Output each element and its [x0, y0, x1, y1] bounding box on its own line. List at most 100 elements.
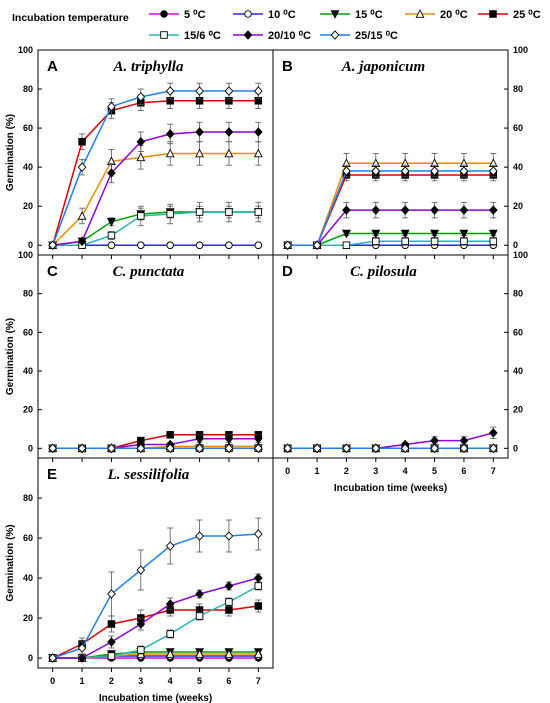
- panel-a-ytick-label: 60: [23, 123, 33, 133]
- legend-entry-20-10-c: 20/10 ⁰C: [233, 30, 311, 42]
- legend-label-20-c: 20 ⁰C: [440, 9, 468, 21]
- panel-a-point-10-c: [166, 241, 174, 249]
- panel-a-point-25-15-c: [136, 92, 146, 102]
- legend-marker-20-10-c: [243, 30, 253, 40]
- panel-a-title: A. triphylla: [112, 59, 184, 75]
- panel-c-point-25-15-c: [77, 443, 87, 454]
- panel-e-frame: [37, 457, 274, 669]
- panel-a-point-15-6-c: [195, 208, 204, 216]
- panel-d-ytick-label: 80: [513, 289, 523, 299]
- panel-a-ytick-label: 0: [28, 240, 33, 250]
- panel-a-letter: A: [47, 58, 58, 75]
- panel-e-point-25-15-c: [77, 643, 87, 653]
- panel-c-ytick-label: 60: [23, 327, 33, 337]
- panel-a-ylabel: Germination (%): [5, 114, 16, 191]
- legend: Incubation temperature 5 ⁰C 10 ⁰C 15 ⁰C 20 …: [12, 9, 541, 42]
- panel-e-point-15-6-c: [137, 646, 145, 654]
- panel-b-point-15-c: [400, 229, 410, 239]
- panel-a-point-25-c: [78, 138, 86, 146]
- panel-b-point-25-15-c: [342, 166, 351, 176]
- panel-b-point-15-6-c: [372, 237, 380, 246]
- panel-c-point-20-10-c: [224, 433, 234, 444]
- panel-b-point-20-10-c: [371, 205, 381, 215]
- panel-b-ytick-label: 0: [513, 240, 518, 250]
- panel-b-line-15-c: [287, 232, 494, 246]
- panel-b-point-20-10-c: [489, 205, 498, 215]
- panel-a-point-15-6-c: [137, 212, 145, 220]
- panel-c-title: C. punctata: [113, 264, 185, 280]
- panel-b-point-15-6-c: [460, 237, 468, 246]
- panel-d-point-25-15-c: [283, 443, 292, 454]
- panel-c-point-25-15-c: [254, 443, 263, 454]
- panel-b-point-25-15-c: [312, 240, 322, 251]
- panel-c-point-25-15-c: [195, 443, 204, 454]
- legend-marker-25-c: [489, 10, 497, 18]
- panel-e-letter: E: [47, 466, 57, 483]
- panel-d-ytick-label: 100: [513, 250, 528, 260]
- panel-c-point-25-15-c: [48, 443, 57, 454]
- panel-b-point-15-6-c: [342, 241, 351, 249]
- panel-e-point-25-15-c: [48, 653, 57, 663]
- panel-e-point-25-15-c: [136, 565, 146, 575]
- panel-a-point-20-c: [224, 148, 234, 158]
- panel-e-point-20-10-c: [165, 599, 175, 609]
- panel-a-ytick-label: 80: [23, 84, 33, 94]
- panel-b-line-20-10-c: [287, 209, 494, 246]
- panel-a-point-20-c: [253, 148, 263, 158]
- panel-e: 0 20 40 60 80 0 1 2 3 4 5 6 7 Germination (%) Incubati…: [5, 457, 274, 703]
- panel-a-point-15-6-c: [225, 208, 233, 216]
- panel-a-point-20-10-c: [254, 127, 263, 137]
- panel-c-point-25-15-c: [136, 443, 146, 454]
- panel-e-point-20-c: [253, 649, 263, 658]
- legend-title: Incubation temperature: [12, 12, 129, 24]
- panel-b-point-15-6-c: [401, 237, 409, 246]
- panel-d-xtick-label: 3: [373, 466, 378, 476]
- panel-c: 0 20 40 60 80 100 Germination (%) C C. punctata: [5, 250, 274, 462]
- panel-e-point-25-15-c: [224, 531, 234, 541]
- panel-a-point-15-6-c: [254, 208, 263, 216]
- legend-entry-15-6-c: 15/6 ⁰C: [149, 30, 221, 42]
- panel-e-point-20-c: [165, 649, 175, 658]
- panel-a-point-25-15-c: [107, 101, 116, 112]
- legend-marker-25-15-c: [330, 30, 340, 40]
- panel-b-point-25-15-c: [400, 166, 410, 176]
- panel-e-series-20-10-c: [48, 573, 263, 663]
- panel-a-point-10-c: [107, 241, 116, 249]
- panel-d-xtick-label: 0: [285, 466, 290, 476]
- panel-e-point-20-10-c: [107, 637, 116, 647]
- panel-a-point-25-15-c: [48, 240, 57, 251]
- panel-d-frame: [272, 254, 509, 459]
- panel-c-point-25-15-c: [165, 443, 175, 454]
- panel-e-point-20-10-c: [224, 581, 234, 591]
- legend-label-25-c: 25 ⁰C: [513, 9, 541, 21]
- panel-d-point-25-15-c: [489, 443, 498, 454]
- panel-d-xtick-label: 4: [403, 466, 408, 476]
- panel-b-point-15-c: [459, 229, 469, 239]
- panel-a-point-20-c: [165, 148, 175, 158]
- panel-a-point-15-c: [107, 218, 116, 227]
- panel-d: 0 20 40 60 80 100 0 1 2 3 4 5 6 7 Incubation time (wee…: [272, 250, 528, 494]
- panel-e-ytick-label: 40: [23, 573, 33, 583]
- panel-a-point-20-c: [77, 211, 87, 220]
- panel-b-point-20-10-c: [342, 205, 351, 215]
- panel-c-series-25-15-c: [48, 443, 263, 454]
- panel-d-ytick-label: 60: [513, 327, 523, 337]
- panel-a-line-25-c: [51, 100, 259, 246]
- panel-e-point-20-c: [195, 649, 204, 658]
- panel-b-title: A. japonicum: [341, 59, 425, 75]
- panel-d-ytick-label: 40: [513, 366, 523, 376]
- panel-b-line-15-6-c: [287, 240, 494, 246]
- panel-e-xtick-label: 0: [50, 676, 55, 686]
- panel-d-point-25-15-c: [342, 443, 351, 454]
- panel-a-point-20-10-c: [165, 129, 175, 139]
- panel-a-point-20-10-c: [224, 127, 234, 137]
- panel-d-point-25-15-c: [400, 443, 410, 454]
- panel-a-point-25-15-c: [165, 86, 175, 96]
- panel-d-xtick-label: 6: [461, 466, 466, 476]
- panel-e-xtick-label: 1: [80, 676, 85, 686]
- panel-e-line-25-15-c: [52, 533, 259, 659]
- panel-e-xtick-label: 2: [109, 676, 114, 686]
- panel-a-line-20-c: [52, 152, 259, 246]
